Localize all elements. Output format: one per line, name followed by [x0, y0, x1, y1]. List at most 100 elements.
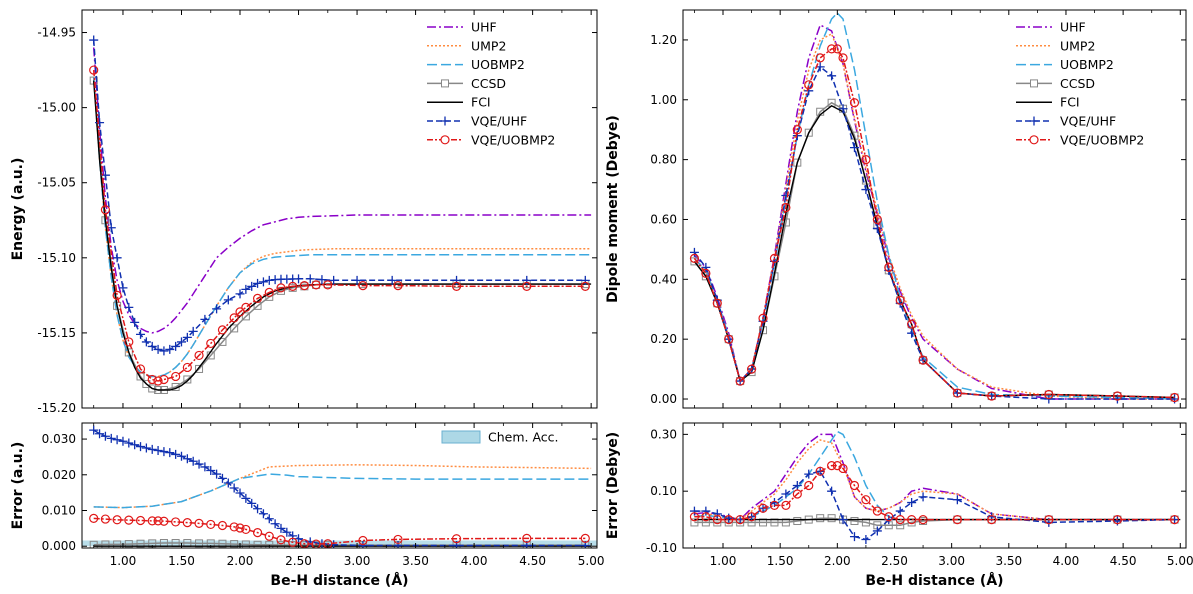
legend-swatch-chem-acc — [441, 430, 481, 444]
data-point-vqe_uobmp2 — [159, 374, 169, 385]
data-point-vqe_uobmp2 — [182, 518, 192, 528]
data-point-vqe_uobmp2 — [276, 283, 286, 293]
data-point-vqe_uobmp2 — [1169, 514, 1180, 525]
y-axis-label: Dipole moment (Debye) — [605, 115, 621, 303]
data-point-vqe_uobmp2 — [171, 517, 181, 527]
data-point-vqe_uhf — [393, 541, 403, 548]
y-tick-label: -0.10 — [646, 541, 677, 555]
x-tick-label: 1.00 — [110, 554, 137, 568]
data-point-vqe_uobmp2 — [153, 516, 163, 526]
data-point-vqe_uhf — [95, 118, 105, 128]
data-point-vqe_uobmp2 — [100, 514, 111, 524]
y-tick-label: -15.00 — [37, 101, 76, 115]
data-point-vqe_uobmp2 — [252, 528, 263, 538]
dipole_error-panel: 1.00 1.50 2.00 2.50 3.00 3.50 4.00 4.50 5.00 -0.1… — [605, 422, 1193, 589]
data-point-vqe_uhf — [827, 486, 837, 496]
data-point-vqe_uobmp2 — [235, 307, 245, 317]
series-line-ump2 — [693, 32, 1175, 400]
data-point-vqe_uobmp2 — [781, 202, 791, 213]
series-line-uobmp2 — [93, 473, 592, 509]
data-point-vqe_uobmp2 — [758, 503, 768, 513]
legend-label-uhf: UHF — [471, 20, 497, 35]
x-tick-label: 2.50 — [881, 554, 908, 568]
series-ump2 — [93, 464, 592, 509]
legend-label-fci: FCI — [1060, 95, 1080, 110]
data-point-vqe_uhf — [212, 304, 222, 314]
data-point-vqe_uobmp2 — [827, 44, 837, 54]
data-point-vqe_uhf — [264, 514, 274, 524]
data-point-vqe_uhf — [701, 262, 711, 272]
data-point-vqe_uhf — [147, 444, 157, 454]
y-tick-label: -15.15 — [37, 326, 76, 340]
data-point-vqe_uobmp2 — [1044, 389, 1054, 400]
data-point-vqe_uobmp2 — [147, 516, 157, 526]
x-tick-label: 4.50 — [1110, 554, 1137, 568]
x-tick-label: 3.50 — [402, 554, 429, 568]
data-point-ccsd — [850, 517, 859, 526]
data-point-vqe_uobmp2 — [153, 376, 163, 386]
data-point-vqe_uobmp2 — [135, 515, 146, 526]
y-tick-label: 0.000 — [42, 539, 76, 553]
data-point-vqe_uhf — [452, 275, 462, 285]
x-tick-label: 4.50 — [519, 554, 546, 568]
data-point-ccsd — [793, 158, 802, 167]
y-tick-label: 0.30 — [650, 427, 677, 441]
series-vqe_uobmp2 — [689, 44, 1180, 403]
data-point-vqe_uobmp2 — [815, 53, 825, 63]
data-point-vqe_uhf — [130, 317, 140, 327]
legend-label-ump2: UMP2 — [1060, 38, 1095, 53]
data-point-vqe_uhf — [387, 275, 397, 285]
data-point-vqe_uobmp2 — [907, 319, 917, 329]
energy_error-panel: 1.00 1.50 2.00 2.50 3.00 3.50 4.00 4.50 5.00 0.00… — [10, 422, 605, 589]
data-point-vqe_uhf — [735, 376, 745, 386]
legend-label-uobmp2: UOBMP2 — [1060, 57, 1114, 72]
data-point-vqe_uhf — [872, 526, 882, 536]
data-point-vqe_uhf — [223, 478, 233, 488]
data-point-vqe_uhf — [781, 489, 791, 499]
x-tick-label: 2.00 — [227, 554, 254, 568]
data-point-vqe_uhf — [200, 314, 210, 324]
data-point-vqe_uhf — [141, 443, 151, 453]
data-point-vqe_uhf — [247, 498, 257, 508]
data-point-vqe_uhf — [827, 71, 837, 81]
data-point-ccsd — [124, 348, 133, 357]
data-point-vqe_uhf — [188, 456, 198, 466]
data-point-vqe_uhf — [223, 295, 233, 305]
data-point-vqe_uobmp2 — [907, 514, 917, 525]
data-point-vqe_uhf — [907, 498, 917, 508]
y-tick-label: -15.20 — [37, 401, 76, 415]
data-point-vqe_uhf — [258, 277, 268, 287]
x-tick-label: 3.00 — [938, 554, 965, 568]
y-tick-label: 0.20 — [650, 332, 677, 346]
data-point-vqe_uobmp2 — [895, 514, 905, 525]
data-point-vqe_uhf — [95, 429, 105, 439]
y-tick-label: 0.60 — [650, 212, 677, 226]
data-point-vqe_uobmp2 — [832, 461, 842, 471]
data-point-vqe_uhf — [176, 337, 186, 347]
data-point-vqe_uobmp2 — [838, 463, 848, 474]
data-point-vqe_uhf — [118, 436, 128, 446]
data-point-vqe_uhf — [200, 462, 210, 472]
data-point-vqe_uhf — [194, 459, 204, 469]
data-point-ccsd — [230, 324, 239, 333]
y-tick-label: 0.020 — [42, 468, 76, 482]
series-line-vqe_uobmp2 — [693, 48, 1175, 399]
series-line-ump2 — [93, 464, 592, 509]
y-axis-label: Error (Debye) — [605, 432, 621, 539]
series-line-uhf — [693, 23, 1175, 400]
data-point-vqe_uobmp2 — [217, 325, 228, 335]
series-fci — [693, 104, 1175, 399]
data-point-vqe_uobmp2 — [276, 535, 286, 545]
data-point-vqe_uobmp2 — [987, 514, 997, 525]
data-point-vqe_uobmp2 — [1112, 514, 1123, 525]
data-point-vqe_uobmp2 — [299, 280, 309, 291]
data-point-vqe_uhf — [136, 442, 146, 452]
y-tick-label: 0.00 — [650, 392, 677, 406]
data-point-vqe_uhf — [895, 506, 905, 516]
data-point-vqe_uhf — [159, 447, 169, 457]
data-point-vqe_uobmp2 — [358, 280, 368, 291]
y-tick-label: 0.010 — [42, 504, 76, 518]
series-line-fci — [693, 104, 1175, 399]
data-point-ccsd — [136, 539, 145, 548]
